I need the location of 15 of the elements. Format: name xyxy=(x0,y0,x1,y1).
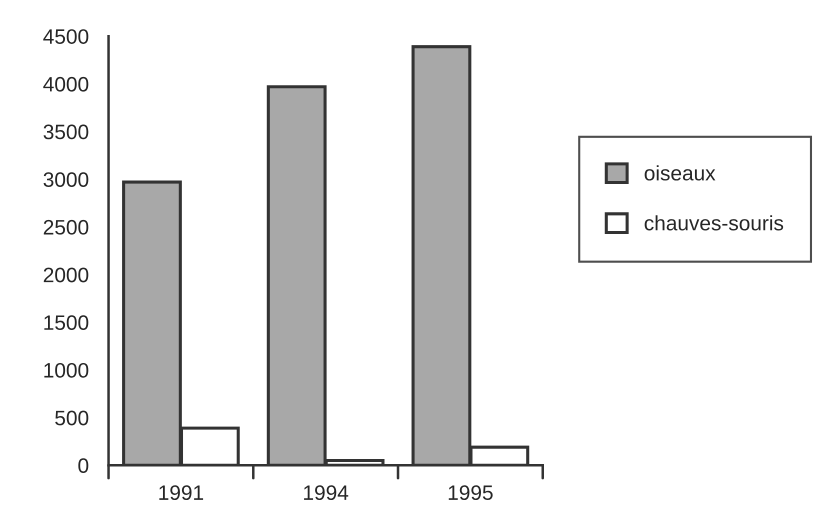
y-tick-label: 3000 xyxy=(44,172,88,187)
y-tick-label: 500 xyxy=(55,410,88,426)
legend-label: oiseaux xyxy=(644,165,716,181)
y-tick-label: 4000 xyxy=(43,76,88,92)
y-tick-label: 1000 xyxy=(44,362,88,378)
y-tick-label: 2500 xyxy=(44,220,88,235)
y-tick-label: 1500 xyxy=(44,315,88,330)
legend-label: chauves-souris xyxy=(644,215,784,230)
x-tick-label: 1991 xyxy=(159,485,204,500)
y-tick-label: 2000 xyxy=(44,268,88,282)
y-tick-label: 3500 xyxy=(44,124,88,140)
y-tick-label: 0 xyxy=(78,458,88,474)
x-tick-label: 1995 xyxy=(448,485,493,500)
x-tick-label: 1994 xyxy=(304,485,348,500)
y-tick-label: 4500 xyxy=(43,29,88,44)
